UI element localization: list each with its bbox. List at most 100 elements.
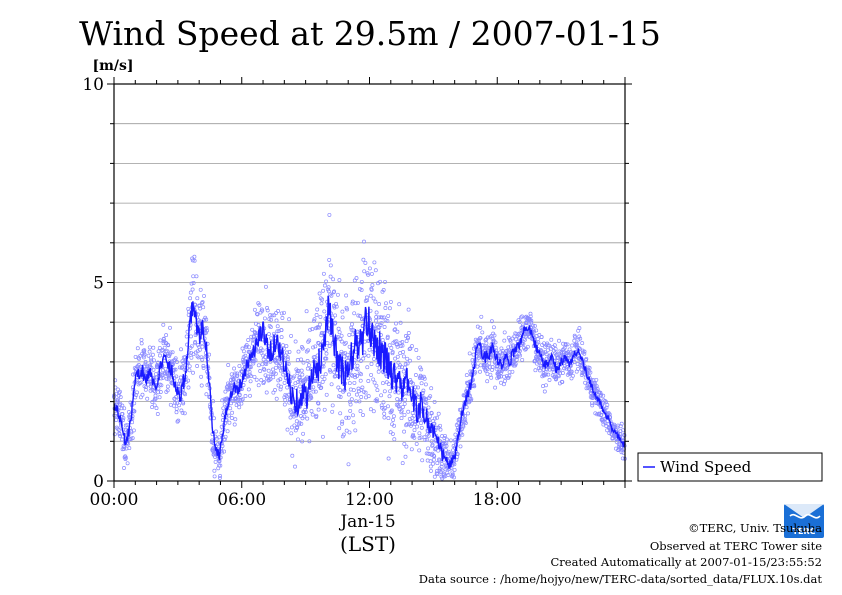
scatter-point bbox=[499, 370, 504, 375]
scatter-point bbox=[188, 296, 193, 301]
scatter-point bbox=[405, 422, 409, 427]
scatter-point bbox=[358, 359, 363, 363]
scatter-point bbox=[426, 433, 431, 438]
scatter-point bbox=[314, 313, 319, 317]
scatter-point bbox=[165, 384, 170, 389]
scatter-point bbox=[379, 393, 384, 398]
scatter-point bbox=[256, 363, 261, 368]
scatter-point bbox=[352, 311, 357, 316]
scatter-point bbox=[279, 384, 284, 389]
scatter-point bbox=[485, 367, 490, 372]
scatter-point bbox=[164, 376, 169, 381]
scatter-point bbox=[389, 408, 394, 413]
scatter-point bbox=[321, 288, 326, 293]
scatter-point bbox=[378, 279, 383, 284]
scatter-point bbox=[383, 406, 388, 410]
scatter-point bbox=[189, 281, 194, 286]
scatter-point bbox=[285, 427, 290, 432]
scatter-point bbox=[294, 385, 298, 390]
scatter-point bbox=[525, 344, 530, 349]
scatter-point bbox=[144, 385, 148, 390]
scatter-point bbox=[121, 416, 126, 421]
scatter-point bbox=[514, 331, 519, 336]
scatter-point bbox=[348, 402, 353, 407]
scatter-point bbox=[329, 293, 334, 298]
scatter-point bbox=[436, 448, 441, 453]
scatter-point bbox=[289, 425, 294, 430]
scatter-point bbox=[199, 374, 204, 379]
scatter-point bbox=[198, 306, 203, 311]
scatter-point bbox=[346, 415, 351, 420]
scatter-point bbox=[230, 410, 235, 415]
scatter-point bbox=[174, 410, 179, 415]
x-tick-label: 00:00 bbox=[90, 490, 139, 510]
scatter-point bbox=[494, 366, 499, 371]
scatter-point bbox=[303, 408, 307, 412]
scatter-point bbox=[309, 409, 314, 414]
scatter-point bbox=[362, 269, 367, 274]
scatter-point bbox=[419, 381, 424, 386]
scatter-point bbox=[195, 296, 200, 301]
scatter-point bbox=[163, 340, 168, 345]
scatter-point bbox=[238, 398, 243, 402]
scatter-point bbox=[588, 370, 593, 375]
scatter-point bbox=[328, 274, 333, 279]
scatter-point bbox=[541, 349, 546, 354]
scatter-point bbox=[156, 390, 161, 395]
scatter-point bbox=[435, 415, 440, 420]
scatter-point bbox=[194, 274, 199, 279]
scatter-point bbox=[347, 430, 352, 435]
scatter-point bbox=[320, 331, 325, 336]
scatter-point bbox=[188, 290, 193, 295]
scatter-point bbox=[274, 396, 279, 401]
scatter-point bbox=[493, 385, 498, 390]
scatter-point bbox=[190, 258, 195, 263]
scatter-point bbox=[572, 360, 577, 364]
scatter-point bbox=[315, 307, 320, 312]
scatter-point bbox=[475, 364, 480, 369]
scatter-point bbox=[418, 365, 423, 370]
scatter-point bbox=[244, 344, 249, 349]
scatter-point bbox=[388, 389, 393, 394]
scatter-point bbox=[199, 341, 204, 346]
scatter-point bbox=[369, 271, 374, 276]
scatter-point bbox=[305, 366, 310, 371]
scatter-point bbox=[161, 336, 166, 341]
scatter-point bbox=[558, 371, 563, 376]
scatter-point bbox=[189, 334, 193, 339]
scatter-point bbox=[153, 396, 158, 401]
legend-box bbox=[637, 452, 823, 482]
scatter-point bbox=[587, 366, 592, 370]
scatter-point bbox=[552, 343, 557, 348]
scatter-point bbox=[405, 361, 410, 366]
scatter-point bbox=[199, 355, 204, 360]
scatter-point bbox=[416, 385, 420, 390]
scatter-point bbox=[310, 412, 315, 417]
scatter-point bbox=[478, 369, 482, 374]
scatter-point bbox=[395, 397, 400, 402]
scatter-point bbox=[565, 342, 570, 347]
scatter-point bbox=[351, 420, 356, 425]
scatter-point bbox=[576, 366, 580, 371]
scatter-point bbox=[189, 355, 194, 360]
scatter-point bbox=[485, 379, 490, 384]
scatter-point bbox=[521, 341, 526, 346]
scatter-point bbox=[116, 398, 121, 403]
scatter-point bbox=[423, 437, 428, 442]
scatter-point bbox=[322, 407, 327, 412]
scatter-point bbox=[276, 378, 281, 383]
scatter-point bbox=[318, 322, 322, 327]
scatter-point bbox=[553, 347, 558, 351]
scatter-point bbox=[359, 288, 364, 292]
scatter-point bbox=[325, 341, 330, 346]
scatter-point bbox=[445, 470, 450, 475]
scatter-point bbox=[213, 459, 218, 464]
scatter-point bbox=[139, 380, 144, 385]
scatter-point bbox=[324, 392, 329, 397]
scatter-point bbox=[178, 375, 183, 380]
scatter-point bbox=[363, 260, 368, 265]
scatter-point bbox=[382, 325, 387, 329]
scatter-point bbox=[180, 364, 185, 369]
scatter-point bbox=[271, 375, 276, 380]
